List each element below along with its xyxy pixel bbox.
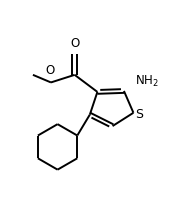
Text: NH$_2$: NH$_2$	[135, 74, 159, 89]
Text: S: S	[135, 108, 143, 121]
Text: O: O	[45, 64, 55, 77]
Text: O: O	[70, 37, 79, 50]
